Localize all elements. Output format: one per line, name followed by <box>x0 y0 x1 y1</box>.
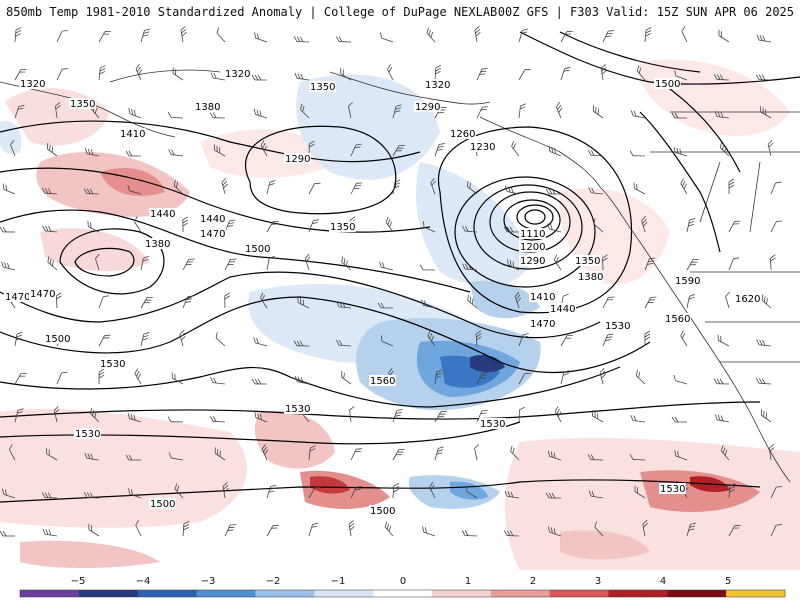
contour-label: 1440 <box>200 214 225 225</box>
contour-label: 1380 <box>578 272 603 283</box>
colorbar-swatch <box>138 590 197 597</box>
contour-label: 1320 <box>20 79 45 90</box>
contour-label: 1620 <box>735 294 760 305</box>
contour-label: 1500 <box>150 499 175 510</box>
contour-label: 1500 <box>655 79 680 90</box>
contour-label: 1560 <box>665 314 690 325</box>
colorbar-tick-label: 4 <box>660 576 666 587</box>
contour-label: 1410 <box>120 129 145 140</box>
contour-label: 1560 <box>370 376 395 387</box>
colorbar-swatch <box>491 590 550 597</box>
contour-label: 1470 <box>30 289 55 300</box>
colorbar-canvas: −5 −4 −3 −2 −1 0 1 2 3 4 5 <box>0 570 800 600</box>
colorbar-tick-label: 1 <box>465 576 471 587</box>
product-title: 850mb Temp 1981-2010 Standardized Anomal… <box>6 5 497 19</box>
contour-label: 1380 <box>145 239 170 250</box>
map-header: 850mb Temp 1981-2010 Standardized Anomal… <box>0 0 800 22</box>
contour-label: 1320 <box>425 80 450 91</box>
contour-label: 1500 <box>245 244 270 255</box>
colorbar-tick-label: −2 <box>266 576 281 587</box>
contour-label: 1260 <box>450 129 475 140</box>
contour-label: 1320 <box>225 69 250 80</box>
contour-label: 1470 <box>5 292 30 303</box>
contour-label: 1350 <box>575 256 600 267</box>
contour-label: 1290 <box>520 256 545 267</box>
model-run-info: 00Z GFS | F303 Valid: 15Z SUN APR 06 202… <box>498 5 794 19</box>
colorbar-swatch <box>255 590 314 597</box>
contour-label: 1470 <box>200 229 225 240</box>
colorbar-swatch <box>373 590 432 597</box>
colorbar-swatch <box>608 590 667 597</box>
contour-label: 1590 <box>675 276 700 287</box>
contour-label: 1530 <box>285 404 310 415</box>
colorbar-swatch <box>20 590 79 597</box>
colorbar-tick-label: 5 <box>725 576 731 587</box>
contour-label: 1290 <box>415 102 440 113</box>
contour-label: 1350 <box>70 99 95 110</box>
contour-label: 1200 <box>520 242 545 253</box>
colorbar-swatch <box>667 590 726 597</box>
contour-label: 1110 <box>520 229 545 240</box>
colorbar-tick-label: −3 <box>201 576 216 587</box>
contour-label: 1530 <box>100 359 125 370</box>
colorbar-swatch <box>726 590 785 597</box>
contour-label: 1440 <box>150 209 175 220</box>
contour-label: 1380 <box>195 102 220 113</box>
contour-label: 1230 <box>470 142 495 153</box>
colorbar-swatch <box>197 590 256 597</box>
colorbar: −5 −4 −3 −2 −1 0 1 2 3 4 5 <box>0 570 800 600</box>
colorbar-swatch <box>79 590 138 597</box>
anomaly-map-canvas: 1320132013501350138014101440147014701500… <box>0 22 800 570</box>
colorbar-tick-label: −5 <box>71 576 86 587</box>
contour-label: 1440 <box>550 304 575 315</box>
contour-label: 1470 <box>530 319 555 330</box>
contour-label: 1530 <box>605 321 630 332</box>
contour-label: 1350 <box>310 82 335 93</box>
colorbar-swatch <box>432 590 491 597</box>
colorbar-tick-label: −4 <box>136 576 151 587</box>
colorbar-swatch <box>550 590 609 597</box>
contour-label: 1530 <box>660 484 685 495</box>
colorbar-tick-label: −1 <box>331 576 346 587</box>
colorbar-tick-label: 2 <box>530 576 536 587</box>
contour-label: 1500 <box>45 334 70 345</box>
colorbar-tick-label: 0 <box>400 576 406 587</box>
contour-label: 1350 <box>330 222 355 233</box>
contour-label: 1530 <box>75 429 100 440</box>
colorbar-tick-label: 3 <box>595 576 601 587</box>
colorbar-swatch <box>314 590 373 597</box>
contour-label: 1530 <box>480 419 505 430</box>
contour-label: 1290 <box>285 154 310 165</box>
contour-label: 1500 <box>370 506 395 517</box>
contour-label: 1410 <box>530 292 555 303</box>
